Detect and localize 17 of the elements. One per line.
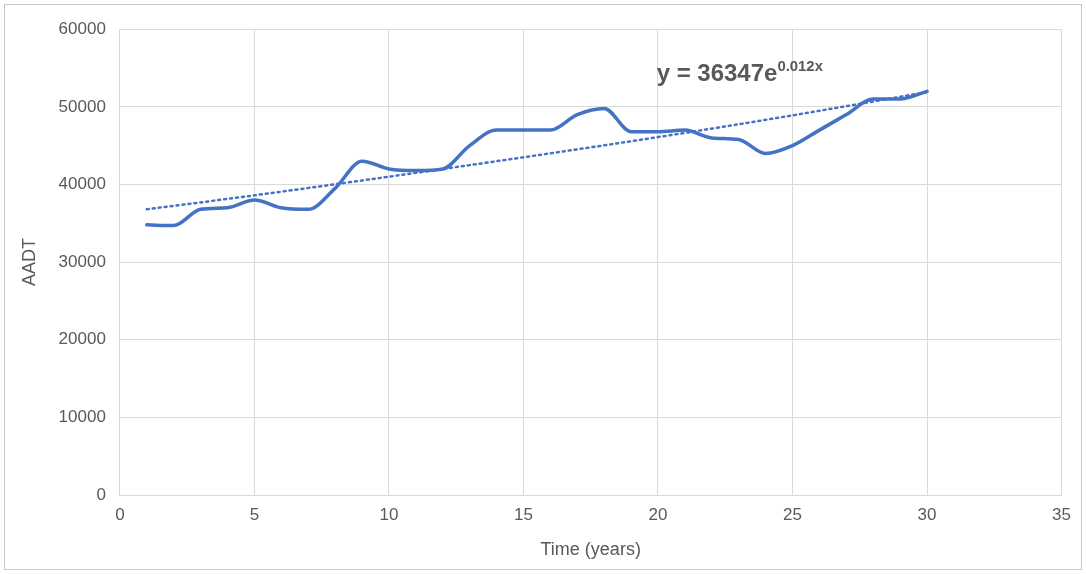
x-tick-label: 30 (917, 504, 937, 524)
x-tick-label: 5 (249, 504, 260, 524)
y-tick-label: 60000 (58, 18, 106, 38)
y-tick-label: 20000 (58, 329, 106, 349)
x-tick-label: 10 (379, 504, 399, 524)
y-tick-label: 10000 (58, 407, 106, 427)
x-tick-label: 20 (648, 504, 668, 524)
x-tick-label: 0 (115, 504, 125, 524)
y-tick-label: 40000 (58, 174, 106, 194)
y-tick-label: 0 (96, 484, 106, 504)
x-tick-label: 15 (513, 504, 533, 524)
y-tick-label: 50000 (58, 96, 106, 116)
x-tick-label: 35 (1052, 504, 1072, 524)
y-tick-label: 30000 (58, 251, 106, 271)
x-tick-label: 25 (783, 504, 802, 524)
y-axis-title: AADT (18, 238, 39, 287)
x-axis-title: Time (years) (540, 539, 641, 560)
